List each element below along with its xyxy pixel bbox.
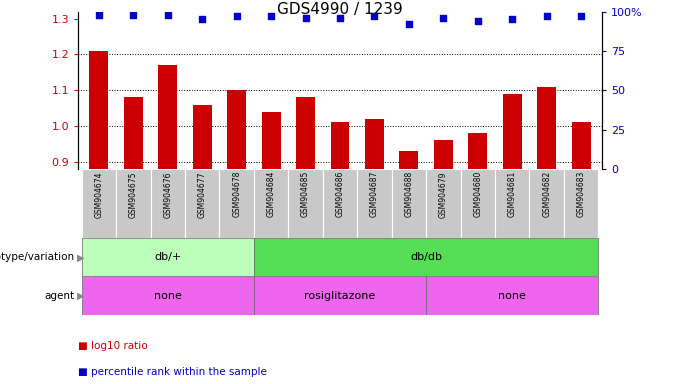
Text: db/db: db/db xyxy=(410,252,442,262)
Bar xyxy=(150,169,185,238)
Bar xyxy=(124,98,143,169)
Text: GSM904678: GSM904678 xyxy=(232,171,241,217)
Text: GSM904677: GSM904677 xyxy=(198,171,207,217)
Text: GSM904675: GSM904675 xyxy=(129,171,138,217)
Text: GSM904685: GSM904685 xyxy=(301,171,310,217)
Bar xyxy=(460,169,495,238)
Point xyxy=(266,13,277,19)
Bar xyxy=(392,169,426,238)
Bar xyxy=(530,169,564,238)
Bar xyxy=(426,276,598,315)
Bar xyxy=(220,169,254,238)
Text: GSM904681: GSM904681 xyxy=(508,171,517,217)
Text: GSM904682: GSM904682 xyxy=(542,171,551,217)
Point xyxy=(507,16,517,22)
Bar xyxy=(185,169,220,238)
Bar xyxy=(399,151,418,169)
Point xyxy=(163,12,173,18)
Bar xyxy=(254,276,426,315)
Text: db/+: db/+ xyxy=(154,252,182,262)
Text: ■ log10 ratio: ■ log10 ratio xyxy=(78,341,148,351)
Bar xyxy=(426,169,460,238)
Bar xyxy=(330,122,350,169)
Text: none: none xyxy=(498,291,526,301)
Bar xyxy=(469,133,488,169)
Bar xyxy=(495,169,530,238)
Text: ■ percentile rank within the sample: ■ percentile rank within the sample xyxy=(78,367,267,377)
Bar xyxy=(365,119,384,169)
Point xyxy=(128,12,139,18)
Bar xyxy=(537,87,556,169)
Bar xyxy=(158,65,177,169)
Bar xyxy=(254,169,288,238)
Text: ▶: ▶ xyxy=(77,252,84,262)
Text: GSM904688: GSM904688 xyxy=(405,171,413,217)
Bar xyxy=(82,276,254,315)
Bar xyxy=(572,122,591,169)
Text: GSM904680: GSM904680 xyxy=(473,171,482,217)
Point xyxy=(231,13,242,19)
Point xyxy=(300,15,311,21)
Text: GSM904686: GSM904686 xyxy=(335,171,345,217)
Point xyxy=(438,15,449,21)
Point xyxy=(541,13,552,19)
Bar xyxy=(82,169,116,238)
Text: GDS4990 / 1239: GDS4990 / 1239 xyxy=(277,2,403,17)
Point xyxy=(197,16,207,22)
Bar xyxy=(227,90,246,169)
Text: agent: agent xyxy=(45,291,75,301)
Point xyxy=(369,13,380,19)
Point xyxy=(576,13,587,19)
Bar xyxy=(262,112,281,169)
Bar xyxy=(192,104,211,169)
Text: ▶: ▶ xyxy=(77,291,84,301)
Text: GSM904687: GSM904687 xyxy=(370,171,379,217)
Point xyxy=(335,15,345,21)
Text: genotype/variation: genotype/variation xyxy=(0,252,75,262)
Bar xyxy=(323,169,357,238)
Point xyxy=(403,21,414,27)
Text: GSM904674: GSM904674 xyxy=(95,171,103,217)
Bar xyxy=(254,238,598,276)
Bar xyxy=(116,169,150,238)
Bar xyxy=(82,238,254,276)
Bar xyxy=(434,140,453,169)
Text: none: none xyxy=(154,291,182,301)
Bar xyxy=(89,51,108,169)
Point xyxy=(93,12,104,18)
Text: GSM904679: GSM904679 xyxy=(439,171,448,217)
Bar xyxy=(357,169,392,238)
Bar xyxy=(564,169,598,238)
Point xyxy=(473,18,483,24)
Bar xyxy=(503,94,522,169)
Bar xyxy=(288,169,323,238)
Text: GSM904684: GSM904684 xyxy=(267,171,275,217)
Bar xyxy=(296,98,315,169)
Text: GSM904676: GSM904676 xyxy=(163,171,172,217)
Text: GSM904683: GSM904683 xyxy=(577,171,585,217)
Text: rosiglitazone: rosiglitazone xyxy=(305,291,375,301)
